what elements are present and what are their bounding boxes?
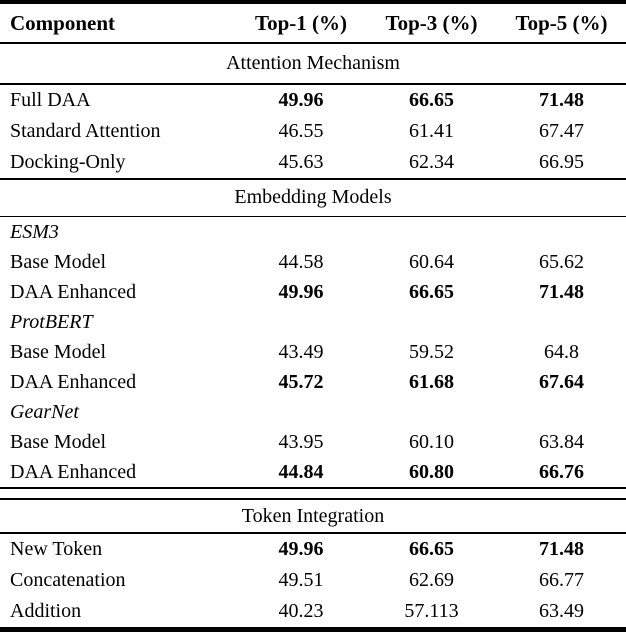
section-attention-mechanism: Full DAA 49.96 66.65 71.48 Standard Atte… — [0, 85, 626, 178]
row-label: Concatenation — [10, 569, 126, 591]
table-row-esm3-group: ESM3 — [0, 217, 626, 247]
top5-value: 67.47 — [539, 120, 584, 142]
table-row-gearnet-group: GearNet — [0, 397, 626, 427]
double-rule-upper — [0, 487, 626, 489]
group-label: GearNet — [10, 401, 79, 423]
top3-value: 66.65 — [409, 281, 454, 303]
top1-value: 49.96 — [278, 281, 324, 303]
top3-value: 59.52 — [409, 341, 454, 363]
top1-value: 43.49 — [278, 341, 324, 363]
section-separator-rule — [0, 177, 626, 180]
top5-value: 71.48 — [539, 538, 584, 560]
table-row-esm3-daa-enhanced: DAA Enhanced 49.96 66.65 71.48 — [0, 277, 626, 307]
top5-value: 67.64 — [539, 371, 584, 393]
section-embedding-models: ESM3 Base Model 44.58 60.64 65.62 DAA En… — [0, 217, 626, 487]
top3-value: 57.113 — [404, 600, 459, 622]
top3-value: 61.68 — [409, 371, 454, 393]
top1-value: 46.55 — [278, 120, 324, 142]
top3-value: 62.69 — [409, 569, 454, 591]
top3-value: 60.80 — [409, 461, 454, 483]
top5-value: 65.62 — [539, 251, 584, 273]
group-label: ProtBERT — [10, 311, 93, 333]
row-label: Base Model — [10, 341, 107, 363]
table-row-protbert-daa-enhanced: DAA Enhanced 45.72 61.68 67.64 — [0, 367, 626, 397]
section-rule — [0, 532, 626, 534]
section-token-integration: New Token 49.96 66.65 71.48 Concatenatio… — [0, 534, 626, 627]
table-row-protbert-base-model: Base Model 43.49 59.52 64.8 — [0, 337, 626, 367]
top3-value: 66.65 — [409, 538, 454, 560]
top1-value: 44.84 — [278, 461, 324, 483]
top1-value: 43.95 — [278, 431, 324, 453]
top5-value: 66.77 — [539, 569, 584, 591]
col-header-top3: Top-3 (%) — [385, 10, 478, 35]
top5-value: 63.84 — [539, 431, 584, 453]
top5-value: 66.95 — [539, 151, 584, 173]
double-rule-lower — [0, 498, 626, 500]
table-row-new-token: New Token 49.96 66.65 71.48 — [0, 534, 626, 565]
top1-value: 45.63 — [278, 151, 324, 173]
table-row-docking-only: Docking-Only 45.63 62.34 66.95 — [0, 147, 626, 178]
top3-value: 62.34 — [409, 151, 454, 173]
col-header-top5: Top-5 (%) — [515, 10, 608, 35]
top5-value: 71.48 — [539, 281, 584, 303]
table-row-protbert-group: ProtBERT — [0, 307, 626, 337]
top1-value: 44.58 — [278, 251, 324, 273]
table-row-esm3-base-model: Base Model 44.58 60.64 65.62 — [0, 247, 626, 277]
header-rule — [0, 42, 626, 44]
row-label: Addition — [10, 600, 82, 622]
section-title-embedding-models: Embedding Models — [234, 186, 392, 208]
top3-value: 60.64 — [409, 251, 454, 273]
row-label: DAA Enhanced — [10, 281, 137, 303]
row-label: Base Model — [10, 431, 107, 453]
table-row-standard-attention: Standard Attention 46.55 61.41 67.47 — [0, 116, 626, 147]
top-rule — [0, 0, 626, 4]
top3-value: 60.10 — [409, 431, 454, 453]
row-label: New Token — [10, 538, 103, 560]
row-label: Base Model — [10, 251, 107, 273]
top1-value: 49.51 — [278, 569, 324, 591]
section-rule — [0, 83, 626, 85]
row-label: Docking-Only — [10, 151, 126, 173]
top3-value: 61.41 — [409, 120, 454, 142]
top5-value: 64.8 — [544, 341, 579, 363]
top5-value: 71.48 — [539, 89, 584, 111]
row-label: Full DAA — [10, 89, 91, 111]
top3-value: 66.65 — [409, 89, 454, 111]
top1-value: 49.96 — [278, 89, 324, 111]
row-label: DAA Enhanced — [10, 461, 137, 483]
top1-value: 45.72 — [278, 371, 324, 393]
group-label: ESM3 — [10, 221, 59, 243]
section-title-attention-mechanism: Attention Mechanism — [226, 52, 400, 74]
top5-value: 66.76 — [539, 461, 584, 483]
table-row-gearnet-base-model: Base Model 43.95 60.10 63.84 — [0, 427, 626, 457]
table-header-row: Component Top-1 (%) Top-3 (%) Top-5 (%) — [0, 4, 626, 42]
bottom-rule — [0, 626, 626, 632]
table-row-concatenation: Concatenation 49.51 62.69 66.77 — [0, 565, 626, 596]
table-row-gearnet-daa-enhanced: DAA Enhanced 44.84 60.80 66.76 — [0, 457, 626, 487]
col-header-top1: Top-1 (%) — [255, 10, 347, 35]
table-row-addition: Addition 40.23 57.113 63.49 — [0, 596, 626, 627]
double-rule-gap — [0, 489, 626, 498]
table-row-full-daa: Full DAA 49.96 66.65 71.48 — [0, 85, 626, 116]
section-title-token-integration: Token Integration — [241, 504, 385, 527]
top5-value: 63.49 — [539, 600, 584, 622]
row-label: Standard Attention — [10, 120, 161, 142]
col-header-component: Component — [10, 10, 116, 35]
section-rule — [0, 215, 626, 217]
top1-value: 40.23 — [278, 600, 324, 622]
top1-value: 49.96 — [278, 538, 324, 560]
row-label: DAA Enhanced — [10, 371, 137, 393]
